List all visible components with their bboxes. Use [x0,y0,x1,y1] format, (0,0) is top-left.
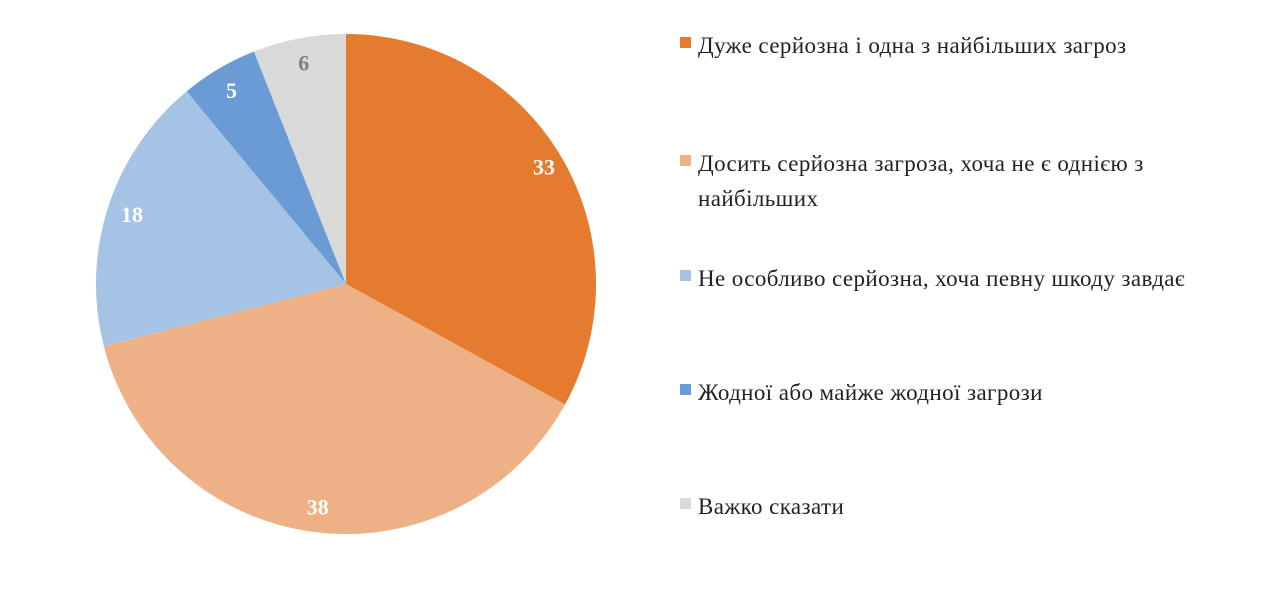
legend-item: Досить серйозна загроза, хоча не є одніє… [680,146,1198,216]
legend-item: Дуже серйозна і одна з найбільших загроз [680,28,1198,63]
pie-slice [346,34,597,405]
legend-swatch [680,498,691,509]
legend-item: Не особливо серйозна, хоча певну шкоду з… [680,261,1198,296]
legend-label: Жодної або майже жодної загрози [698,380,1043,405]
legend-swatch [680,270,691,281]
legend-swatch [680,384,691,395]
pie-slice [95,91,346,347]
slice-value-label: 6 [298,51,309,76]
legend-label: Досить серйозна загроза, хоча не є одніє… [698,151,1144,211]
legend-swatch [680,37,691,48]
slice-value-label: 5 [226,78,237,103]
slice-value-label: 38 [307,495,329,520]
legend-label: Дуже серйозна і одна з найбільших загроз [698,33,1127,58]
legend-item: Важко сказати [680,489,1198,524]
pie-chart: 33 38 18 5 6 [95,34,597,535]
pie-slice [186,51,346,285]
legend-item: Жодної або майже жодної загрози [680,375,1198,410]
slice-value-label: 33 [533,154,555,179]
legend-label: Не особливо серйозна, хоча певну шкоду з… [698,266,1186,291]
slice-value-label: 18 [121,202,143,227]
pie-slice [103,284,566,535]
pie-slice [253,34,346,284]
legend-label: Важко сказати [698,494,845,519]
legend-swatch [680,155,691,166]
